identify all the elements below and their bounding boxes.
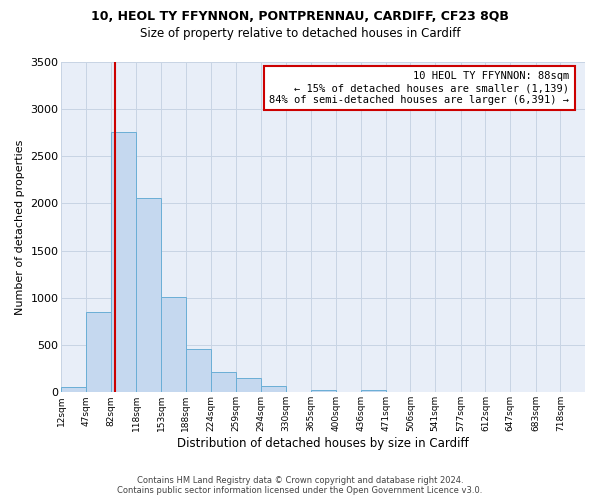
Bar <box>186 349 211 393</box>
Bar <box>311 390 335 392</box>
Bar <box>136 198 161 392</box>
Bar <box>361 390 386 392</box>
Bar <box>111 132 136 392</box>
Text: Size of property relative to detached houses in Cardiff: Size of property relative to detached ho… <box>140 28 460 40</box>
Text: 10, HEOL TY FFYNNON, PONTPRENNAU, CARDIFF, CF23 8QB: 10, HEOL TY FFYNNON, PONTPRENNAU, CARDIF… <box>91 10 509 23</box>
Bar <box>236 378 261 392</box>
Y-axis label: Number of detached properties: Number of detached properties <box>15 139 25 314</box>
Bar <box>261 386 286 392</box>
Bar <box>211 372 236 392</box>
Bar <box>61 386 86 392</box>
Bar <box>161 297 186 392</box>
Bar <box>86 312 111 392</box>
Text: Contains HM Land Registry data © Crown copyright and database right 2024.
Contai: Contains HM Land Registry data © Crown c… <box>118 476 482 495</box>
Text: 10 HEOL TY FFYNNON: 88sqm
← 15% of detached houses are smaller (1,139)
84% of se: 10 HEOL TY FFYNNON: 88sqm ← 15% of detac… <box>269 72 569 104</box>
X-axis label: Distribution of detached houses by size in Cardiff: Distribution of detached houses by size … <box>178 437 469 450</box>
